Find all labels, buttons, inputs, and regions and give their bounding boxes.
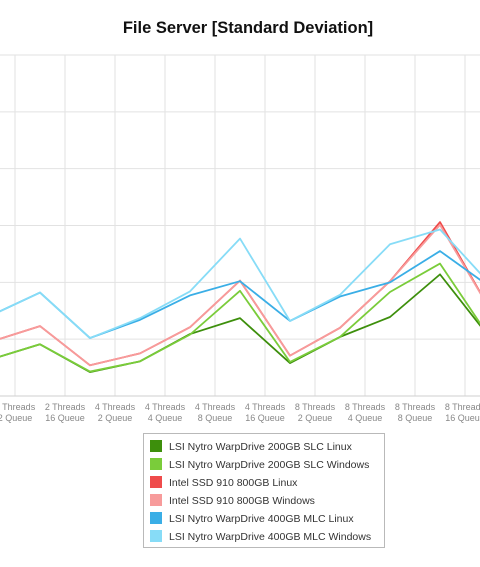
x-tick-label: 2 Threads xyxy=(0,402,36,412)
legend-label: LSI Nytro WarpDrive 200GB SLC Linux xyxy=(169,441,352,453)
series-line-6 xyxy=(0,228,480,339)
x-tick-label: 8 Queue xyxy=(198,413,233,423)
x-tick-label: 2 Threads xyxy=(45,402,86,412)
legend-swatch xyxy=(150,494,162,507)
legend-label: LSI Nytro WarpDrive 200GB SLC Windows xyxy=(169,459,370,471)
legend-item: LSI Nytro WarpDrive 400GB MLC Windows xyxy=(150,528,384,546)
series-line-2 xyxy=(0,262,480,373)
x-tick-label: 8 Threads xyxy=(445,402,480,412)
series-line-4 xyxy=(0,224,480,367)
x-tick-label: 2 Queue xyxy=(0,413,32,423)
x-tick-label: 8 Threads xyxy=(345,402,386,412)
x-tick-label: 4 Queue xyxy=(348,413,383,423)
legend: LSI Nytro WarpDrive 200GB SLC Linux LSI N… xyxy=(143,433,385,548)
series-line-5 xyxy=(0,250,480,339)
series-line-1 xyxy=(0,273,480,374)
x-tick-label: 8 Threads xyxy=(395,402,436,412)
x-tick-label: 4 Threads xyxy=(95,402,136,412)
legend-label: Intel SSD 910 800GB Windows xyxy=(169,495,315,507)
legend-label: LSI Nytro WarpDrive 400GB MLC Windows xyxy=(169,531,372,543)
x-tick-label: 16 Queue xyxy=(45,413,85,423)
x-tick-label: 2 Queue xyxy=(98,413,133,423)
legend-swatch xyxy=(150,530,162,543)
legend-item: LSI Nytro WarpDrive 200GB SLC Linux xyxy=(150,438,384,456)
legend-item: Intel SSD 910 800GB Linux xyxy=(150,474,384,492)
legend-label: Intel SSD 910 800GB Linux xyxy=(169,477,298,489)
series-group xyxy=(0,221,480,374)
legend-item: Intel SSD 910 800GB Windows xyxy=(150,492,384,510)
x-tick-label: 2 Queue xyxy=(298,413,333,423)
legend-swatch xyxy=(150,440,162,453)
x-tick-label: 16 Queue xyxy=(245,413,285,423)
x-tick-label: 16 Queue xyxy=(445,413,480,423)
legend-item: LSI Nytro WarpDrive 200GB SLC Windows xyxy=(150,456,384,474)
legend-item: LSI Nytro WarpDrive 400GB MLC Linux xyxy=(150,510,384,528)
legend-swatch xyxy=(150,512,162,525)
legend-swatch xyxy=(150,458,162,471)
grid xyxy=(0,54,480,397)
x-tick-label: 4 Queue xyxy=(148,413,183,423)
legend-label: LSI Nytro WarpDrive 400GB MLC Linux xyxy=(169,513,354,525)
x-tick-label: 8 Threads xyxy=(295,402,336,412)
legend-swatch xyxy=(150,476,162,489)
x-tick-label: 4 Threads xyxy=(145,402,186,412)
chart-title: File Server [Standard Deviation] xyxy=(122,19,374,37)
x-tick-label: 4 Threads xyxy=(245,402,286,412)
x-tick-label: 8 Queue xyxy=(398,413,433,423)
x-tick-label: 4 Threads xyxy=(195,402,236,412)
series-line-3 xyxy=(0,221,480,367)
